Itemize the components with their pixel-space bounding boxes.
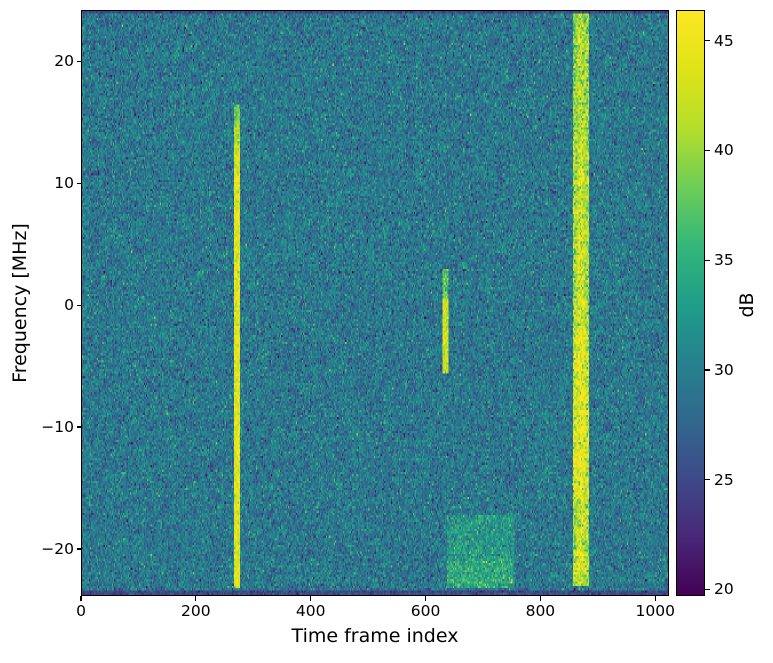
colorbar-tick-label: 35 (714, 251, 734, 270)
x-tick-mark (80, 596, 82, 601)
x-tick-label: 0 (76, 602, 86, 620)
colorbar-tick-mark (705, 259, 710, 261)
colorbar-tick-label: 25 (714, 470, 734, 489)
y-tick-mark (76, 304, 81, 306)
x-tick-mark (195, 596, 197, 601)
colorbar (676, 10, 705, 596)
y-tick-mark (76, 426, 81, 428)
colorbar-tick-label: 30 (714, 360, 734, 379)
x-tick-label: 1000 (635, 602, 675, 620)
colorbar-tick-label: 40 (714, 141, 734, 160)
x-tick-mark (310, 596, 312, 601)
colorbar-label: dB (736, 292, 758, 318)
y-tick-mark (76, 60, 81, 62)
y-tick-label: 10 (54, 174, 74, 193)
x-tick-label: 400 (295, 602, 326, 620)
colorbar-tick-mark (705, 479, 710, 481)
x-axis-label: Time frame index (291, 625, 459, 647)
y-tick-label: −10 (41, 418, 74, 437)
x-tick-mark (654, 596, 656, 601)
x-tick-mark (424, 596, 427, 601)
colorbar-tick-mark (705, 40, 710, 42)
colorbar-tick-label: 45 (714, 31, 734, 50)
colorbar-tick-mark (705, 588, 710, 590)
spectrogram-plot-area (81, 10, 669, 596)
colorbar-tick-mark (705, 369, 710, 371)
y-tick-label: −20 (41, 540, 74, 559)
colorbar-tick-mark (705, 149, 710, 152)
y-tick-mark (76, 182, 81, 184)
spectrogram-heatmap-image (82, 11, 668, 595)
y-tick-label: 20 (54, 52, 74, 71)
x-tick-label: 200 (181, 602, 211, 620)
colorbar-tick-label: 20 (714, 580, 734, 599)
x-tick-mark (539, 596, 541, 601)
x-tick-label: 600 (410, 602, 441, 620)
y-tick-mark (76, 548, 81, 550)
y-axis-label: Frequency [MHz] (9, 223, 31, 383)
x-tick-label: 800 (525, 602, 556, 620)
y-tick-label: 0 (64, 296, 74, 315)
